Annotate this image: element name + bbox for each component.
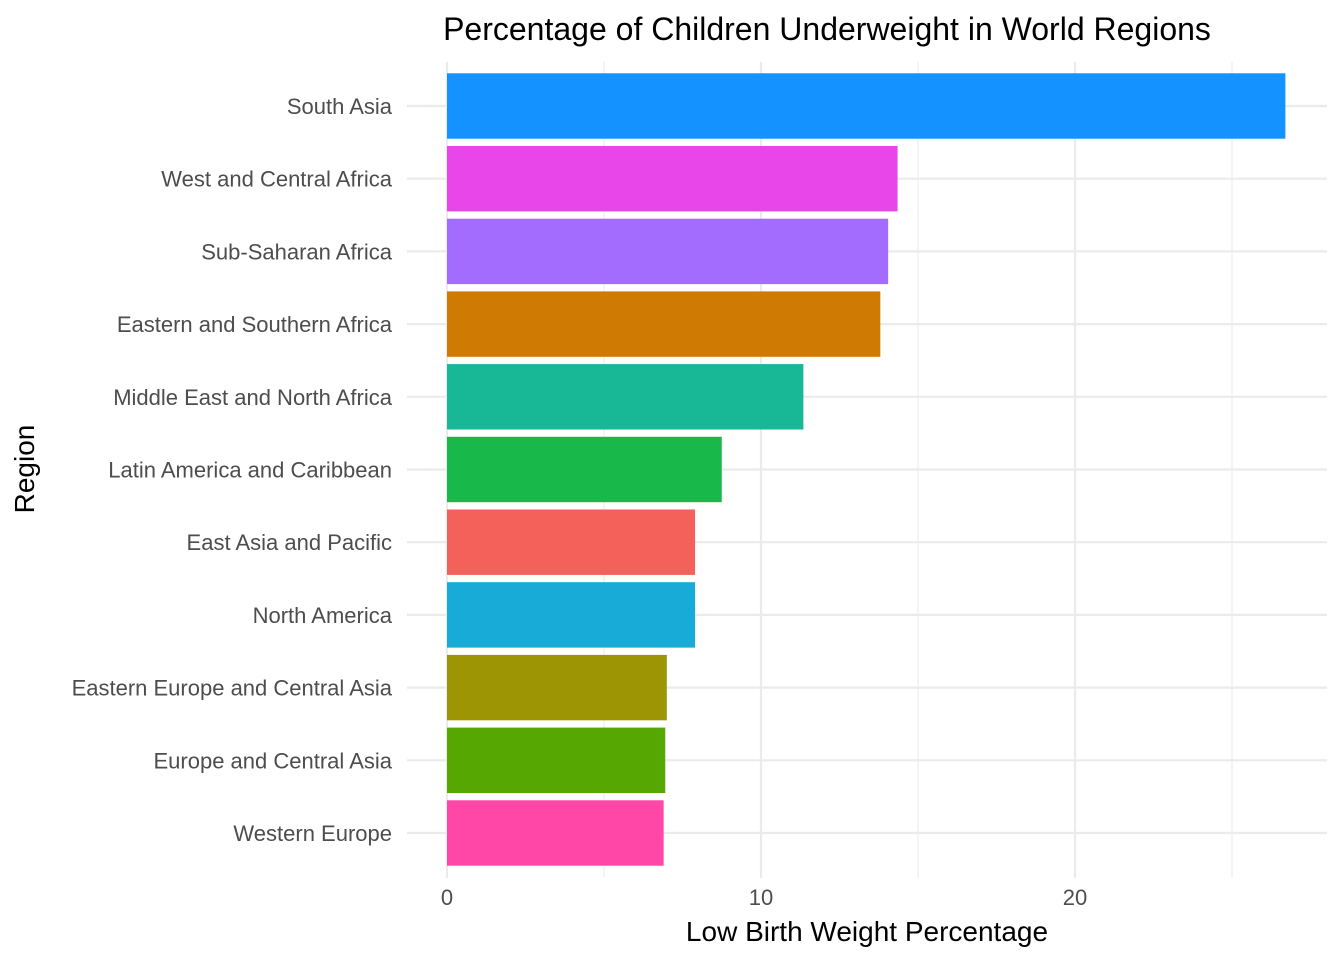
y-tick-label: Latin America and Caribbean (108, 458, 392, 483)
y-tick-label: Sub-Saharan Africa (201, 239, 393, 264)
x-tick-label: 20 (1063, 885, 1087, 910)
x-tick-label: 10 (749, 885, 773, 910)
bar (447, 582, 696, 648)
y-tick-label: East Asia and Pacific (187, 530, 392, 555)
x-tick-labels: 0 10 20 (441, 885, 1087, 910)
bar (447, 654, 667, 721)
x-tick-label: 0 (441, 885, 453, 910)
y-tick-label: North America (253, 603, 393, 628)
x-axis-title: Low Birth Weight Percentage (686, 916, 1048, 947)
bar (447, 73, 1286, 139)
bar (447, 145, 898, 212)
y-tick-label: Middle East and North Africa (113, 385, 393, 410)
y-tick-label: South Asia (287, 94, 393, 119)
bar-layer (447, 73, 1286, 866)
chart-title: Percentage of Children Underweight in Wo… (443, 11, 1211, 47)
y-tick-labels: South Asia West and Central Africa Sub-Sah… (72, 94, 393, 846)
bar (447, 218, 889, 285)
y-axis-title: Region (9, 425, 40, 514)
y-tick-label: West and Central Africa (161, 167, 392, 192)
bar (447, 727, 666, 794)
y-tick-label: Eastern and Southern Africa (117, 312, 393, 337)
bar (447, 800, 664, 866)
y-tick-label: Eastern Europe and Central Asia (72, 676, 393, 701)
bar (447, 436, 722, 503)
bar (447, 364, 804, 430)
bar (447, 509, 696, 575)
bar (447, 291, 881, 357)
y-tick-label: Western Europe (233, 821, 392, 846)
y-tick-label: Europe and Central Asia (154, 748, 393, 773)
